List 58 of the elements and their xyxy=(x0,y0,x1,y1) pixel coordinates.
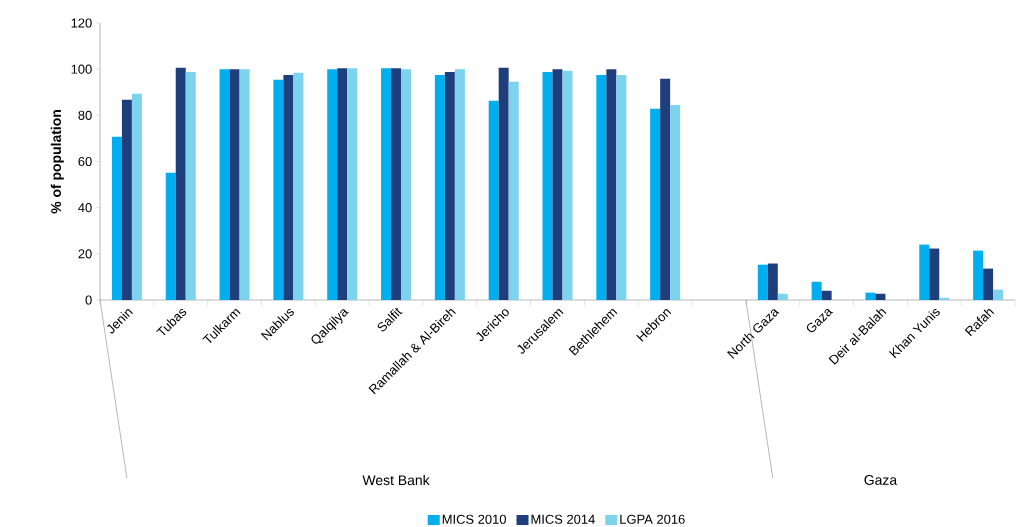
bar xyxy=(596,74,607,300)
bar xyxy=(973,250,984,300)
bar xyxy=(454,69,465,300)
y-tick-label: 20 xyxy=(78,249,92,259)
bar xyxy=(337,68,348,300)
bar xyxy=(131,93,142,300)
bar xyxy=(347,68,358,300)
bar xyxy=(670,104,681,300)
bar xyxy=(239,69,250,300)
text: Gaza xyxy=(864,475,898,485)
bar xyxy=(821,290,832,300)
bar xyxy=(865,292,876,300)
bar xyxy=(993,289,1004,300)
bar xyxy=(552,69,563,300)
bar xyxy=(929,248,940,300)
bar xyxy=(401,69,412,300)
bar xyxy=(111,136,122,300)
bar xyxy=(983,268,994,300)
y-tick-label: 60 xyxy=(78,156,92,167)
bar xyxy=(165,172,176,300)
bar xyxy=(606,69,617,300)
legend-label: MICS 2010 xyxy=(442,514,506,524)
text: West Bank xyxy=(362,474,430,486)
bar xyxy=(767,263,778,300)
bar xyxy=(175,67,186,300)
bar xyxy=(273,79,284,300)
y-tick-label: 0 xyxy=(85,295,92,305)
bar xyxy=(650,108,661,300)
bar xyxy=(919,244,930,300)
bar xyxy=(660,78,671,300)
bar xyxy=(121,99,132,300)
bar xyxy=(293,72,304,300)
y-axis-title: % of population xyxy=(50,110,64,214)
bar xyxy=(508,81,519,300)
bar xyxy=(381,68,392,300)
y-tick-label: 80 xyxy=(78,110,92,120)
bar xyxy=(229,69,240,300)
bar xyxy=(185,71,196,300)
bar xyxy=(777,293,788,300)
bar xyxy=(811,281,822,300)
y-tick-label: 40 xyxy=(78,203,92,213)
legend-label: LGPA 2016 xyxy=(620,514,685,524)
bar xyxy=(444,71,455,300)
bar xyxy=(391,68,402,300)
bar xyxy=(219,69,230,300)
bar xyxy=(542,71,553,300)
bar xyxy=(488,100,499,300)
bar xyxy=(498,67,509,300)
bar xyxy=(327,69,338,300)
bar xyxy=(757,264,768,300)
bar xyxy=(283,74,294,300)
bar xyxy=(616,74,627,300)
y-tick-label: 120 xyxy=(71,18,92,28)
bar xyxy=(875,293,886,300)
bar xyxy=(562,70,573,300)
legend-label: MICS 2014 xyxy=(531,514,595,524)
bar xyxy=(434,74,445,300)
y-tick-label: 100 xyxy=(71,64,92,74)
